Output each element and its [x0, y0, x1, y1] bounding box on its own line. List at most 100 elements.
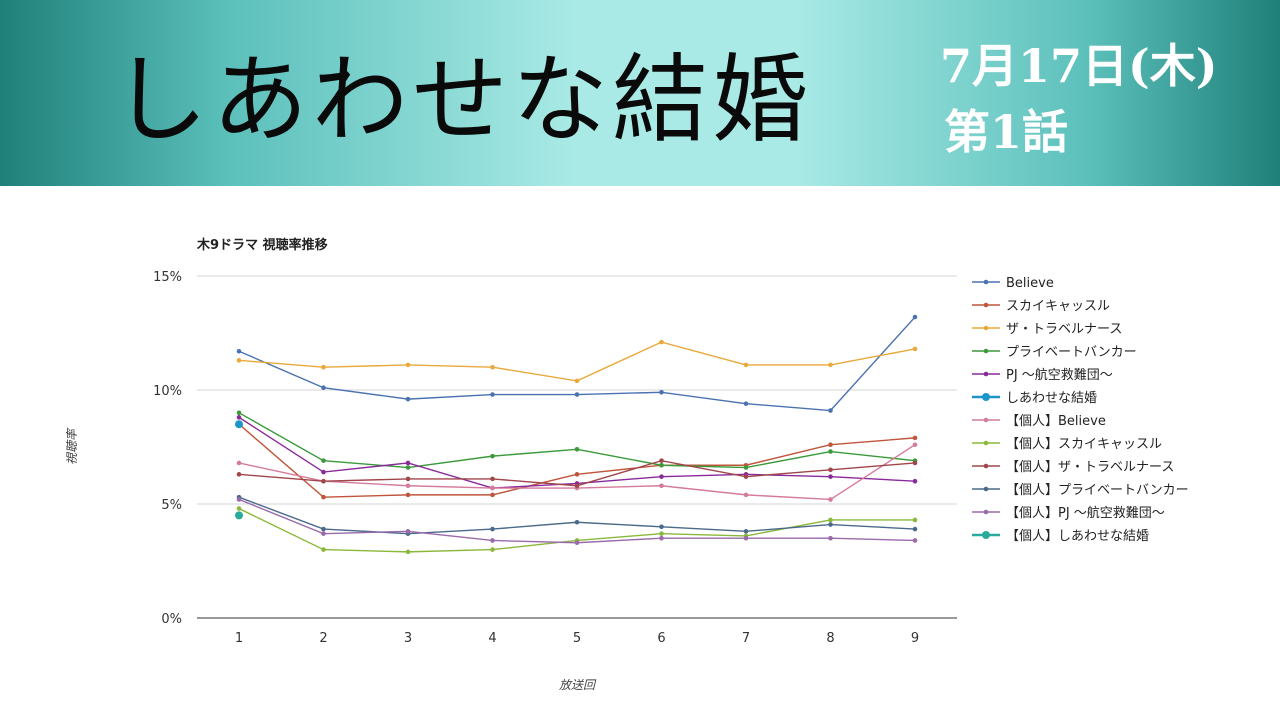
x-tick-label: 7	[742, 631, 750, 646]
legend-label: 【個人】プライベートバンカー	[1006, 483, 1189, 498]
series-1-point	[574, 472, 580, 477]
series-10-point	[912, 538, 918, 543]
legend-label: 【個人】スカイキャッスル	[1006, 437, 1162, 452]
series-0-point	[659, 389, 664, 395]
series-5-point	[235, 420, 243, 429]
series-9-point	[743, 529, 749, 534]
series-8-point	[659, 458, 664, 463]
x-tick-label: 3	[404, 631, 412, 646]
series-0-point	[574, 392, 580, 397]
series-3-point	[405, 465, 411, 470]
series-2-point	[321, 364, 326, 370]
series-6-point	[236, 460, 242, 466]
series-2-point	[236, 358, 242, 363]
legend-swatch-marker	[982, 531, 990, 539]
legend-swatch-marker	[983, 440, 989, 446]
series-8-point	[912, 460, 918, 466]
series-4-point	[912, 478, 918, 484]
series-2-point	[743, 362, 749, 368]
series-2-point	[828, 362, 833, 368]
series-3-point	[321, 458, 326, 463]
series-9-point	[490, 526, 495, 532]
air-date: 7月17日(木)	[940, 39, 1218, 93]
x-tick-label: 8	[826, 631, 834, 646]
series-10-point	[574, 540, 580, 546]
series-0-point	[321, 385, 326, 391]
series-9-line	[238, 496, 916, 535]
series-6-point	[490, 485, 495, 491]
series-8-point	[743, 474, 749, 479]
series-2-point	[490, 364, 495, 370]
legend-label: 【個人】しあわせな結婚	[1006, 529, 1149, 544]
series-0-point	[828, 408, 833, 413]
series-8-point	[236, 472, 242, 477]
legend-item[interactable]: 【個人】しあわせな結婚	[972, 529, 1149, 544]
series-4-point	[321, 469, 326, 475]
series-10-point	[490, 538, 495, 543]
x-tick-label: 4	[488, 631, 496, 646]
series-4-point	[405, 460, 411, 466]
series-2-point	[912, 346, 918, 352]
series-6-point	[912, 442, 918, 448]
legend-swatch-marker	[983, 325, 989, 331]
series-4-point	[828, 474, 833, 479]
legend-swatch-marker	[983, 348, 989, 354]
legend-item[interactable]: 【個人】スカイキャッスル	[972, 437, 1162, 452]
series-3-point	[828, 449, 833, 454]
x-tick-label: 5	[573, 631, 581, 646]
series-6-point	[828, 497, 833, 502]
y-tick-label: 5%	[161, 498, 182, 513]
legend-item[interactable]: ザ・トラベルナース	[972, 322, 1122, 337]
x-tick-label: 2	[319, 631, 327, 646]
legend-label: スカイキャッスル	[1006, 299, 1110, 314]
series-7-point	[490, 547, 495, 552]
legend-item[interactable]: 【個人】プライベートバンカー	[972, 483, 1189, 498]
legend-item[interactable]: PJ 〜航空救難団〜	[972, 367, 1113, 383]
series-8-point	[321, 478, 326, 484]
series-lines	[235, 314, 918, 555]
series-9-point	[912, 526, 918, 532]
series-9-point	[828, 522, 833, 527]
series-0-point	[912, 314, 918, 320]
series-1-point	[405, 492, 411, 498]
series-7-point	[405, 549, 411, 555]
legend-item[interactable]: Believe	[972, 276, 1054, 291]
series-3-line	[238, 412, 916, 469]
axis-ticks: 0% 5% 10% 15% 1 2 3 4 5 6 7 8 9	[153, 270, 919, 646]
series-8-point	[574, 483, 580, 489]
legend-swatch-marker	[983, 302, 989, 308]
y-tick-label: 10%	[153, 384, 182, 399]
legend-label: 【個人】ザ・トラベルナース	[1006, 460, 1174, 475]
series-2-point	[659, 339, 664, 345]
series-10-point	[236, 497, 242, 502]
series-11-point	[235, 511, 243, 520]
legend-item[interactable]: スカイキャッスル	[972, 299, 1110, 314]
series-10-point	[659, 535, 664, 541]
series-7-point	[236, 506, 242, 511]
legend-item[interactable]: 【個人】Believe	[972, 414, 1106, 429]
series-2-line	[238, 341, 916, 382]
series-7-point	[659, 531, 664, 536]
series-4-point	[659, 474, 664, 479]
title-banner: しあわせな結婚 7月17日(木) 第1話	[0, 0, 1280, 186]
series-3-point	[490, 453, 495, 459]
legend-swatch-marker	[983, 279, 989, 285]
series-7-point	[912, 517, 918, 523]
series-8-point	[405, 476, 411, 482]
chart-title: 木9ドラマ 視聴率推移	[196, 237, 328, 253]
legend-item[interactable]: プライベートバンカー	[972, 345, 1137, 360]
legend-label: プライベートバンカー	[1006, 345, 1137, 360]
legend-swatch-marker	[983, 486, 989, 492]
series-1-point	[828, 442, 833, 448]
legend-item[interactable]: 【個人】PJ 〜航空救難団〜	[972, 505, 1165, 521]
series-9-point	[321, 526, 326, 532]
series-6-point	[659, 483, 664, 489]
series-3-point	[236, 410, 242, 416]
legend-item[interactable]: 【個人】ザ・トラベルナース	[972, 460, 1174, 475]
legend-item[interactable]: しあわせな結婚	[972, 391, 1097, 406]
series-1-point	[912, 435, 918, 441]
series-7-point	[828, 517, 833, 523]
series-10-point	[743, 535, 749, 541]
series-4-point	[236, 415, 242, 420]
